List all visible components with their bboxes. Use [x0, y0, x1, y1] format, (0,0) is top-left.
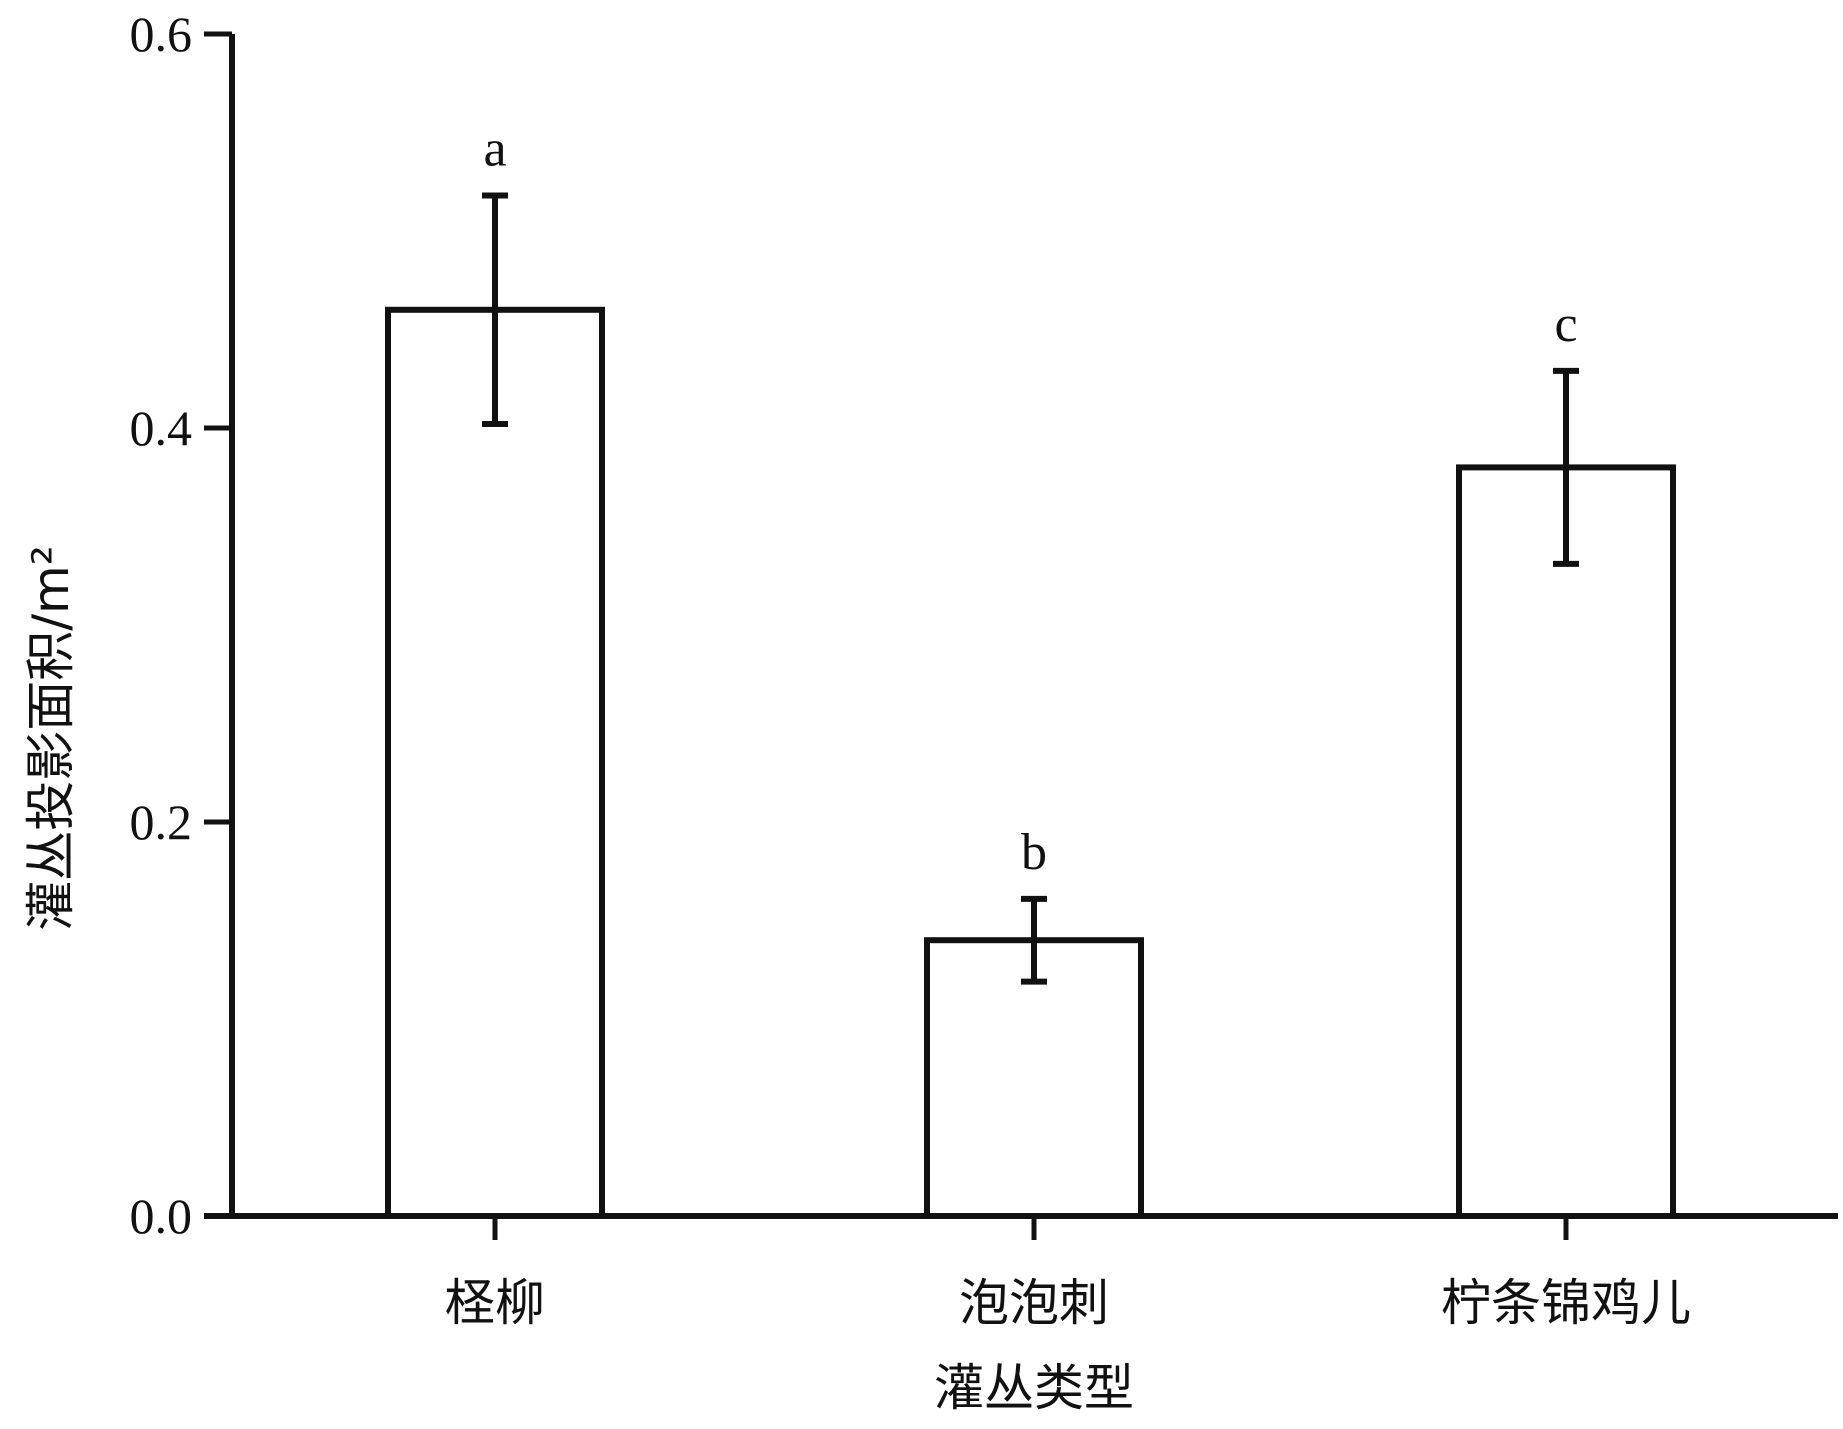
x-axis-title: 灌丛类型: [934, 1359, 1134, 1417]
y-axis-title: 灌丛投影面积/m²: [22, 545, 80, 931]
significance-label: a: [483, 121, 506, 178]
x-tick-label: 柽柳: [445, 1274, 545, 1332]
labels-group: 柽柳 a 泡泡刺 b 柠条锦鸡儿 c: [445, 121, 1691, 1332]
bar: [385, 306, 605, 1219]
y-tick-label: 0.6: [130, 6, 193, 62]
x-tick-label: 泡泡刺: [959, 1274, 1109, 1332]
bar: [1456, 464, 1676, 1219]
y-tick-label: 0.4: [130, 400, 193, 456]
y-tick-label: 0.0: [130, 1188, 193, 1244]
significance-label: c: [1554, 296, 1577, 353]
bars-group: [385, 192, 1676, 1219]
x-tick-label: 柠条锦鸡儿: [1441, 1274, 1691, 1332]
bar: [924, 937, 1144, 1219]
y-tick-label: 0.2: [130, 794, 193, 850]
significance-label: b: [1021, 824, 1047, 881]
